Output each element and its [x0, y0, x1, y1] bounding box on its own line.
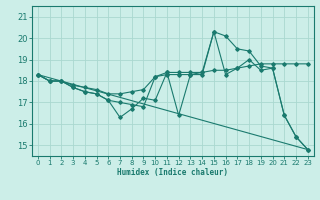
X-axis label: Humidex (Indice chaleur): Humidex (Indice chaleur): [117, 168, 228, 177]
